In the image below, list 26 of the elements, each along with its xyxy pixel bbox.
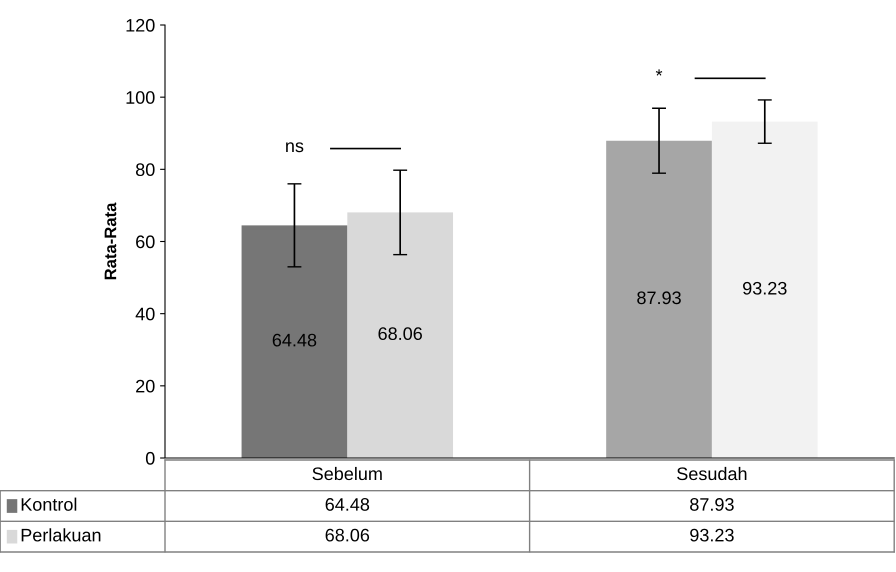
legend-label: Kontrol (22, 498, 76, 511)
bar (606, 140, 712, 458)
data-label: 87.93 (637, 291, 681, 304)
text: 93.23 (690, 528, 734, 542)
y-tick-label: 100 (126, 91, 155, 104)
y-tick-label: 60 (136, 235, 155, 248)
annotation: ns (286, 142, 304, 152)
annotation: * (656, 69, 662, 76)
data-label: 68.06 (378, 327, 422, 340)
y-tick-label: 40 (136, 308, 155, 320)
text: 87.93 (690, 498, 734, 511)
text: 68.06 (326, 528, 370, 542)
data-label: 93.23 (743, 282, 787, 295)
data-label: 64.48 (272, 334, 316, 347)
y-tick-label: 80 (136, 163, 155, 176)
bar (712, 122, 818, 458)
y-tick-label: 0 (146, 452, 155, 465)
bar (242, 225, 348, 458)
legend-label: Perlakuan (22, 528, 100, 542)
y-tick-label: 20 (136, 380, 155, 393)
bar (347, 212, 454, 458)
y-axis-title: Rata-Rata (104, 202, 116, 280)
text: 64.48 (326, 498, 370, 511)
y-tick-label: 120 (126, 18, 155, 32)
x-tick-label: Sesudah (677, 466, 746, 480)
x-tick-label: Sebelum (312, 466, 382, 480)
